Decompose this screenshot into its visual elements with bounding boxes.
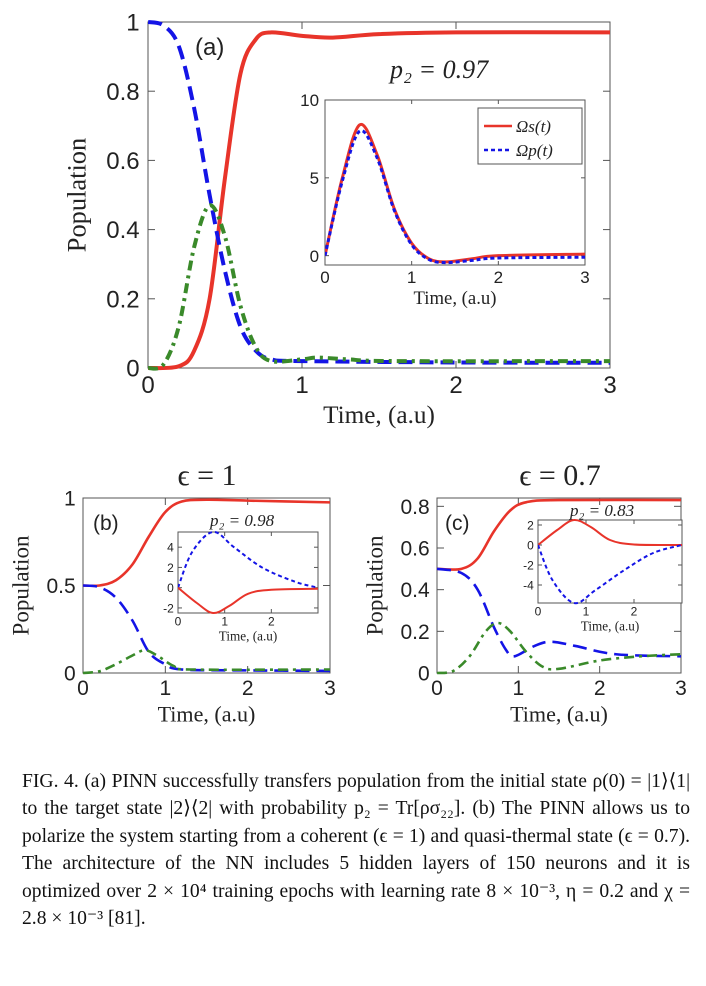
- x-tick-label: 2: [449, 372, 462, 399]
- inset-b-x-axis-label: Time, (a.u): [219, 629, 278, 644]
- x-tick-label: 0: [77, 677, 89, 700]
- x-tick-label: 1: [295, 372, 308, 399]
- inset-legend: Ωs(t) Ωp(t): [477, 107, 583, 165]
- inset-a-series-red-line: [325, 122, 585, 264]
- inset-b-series-red-line: [178, 586, 318, 615]
- y-tick-label: 1: [126, 10, 139, 37]
- y-tick-label: 0: [418, 663, 430, 686]
- y-tick-label: 0.6: [400, 538, 429, 561]
- y-tick-label: -4: [523, 578, 534, 592]
- y-tick-label: 5: [310, 169, 319, 188]
- panel-label: (a): [195, 34, 224, 61]
- x-tick-label: 2: [594, 677, 606, 700]
- y-tick-label: 0: [167, 581, 174, 595]
- x-tick-label: 0: [175, 615, 182, 629]
- panel-b-y-axis-label: Population: [7, 535, 33, 636]
- inset-c-axes-box: [537, 519, 683, 604]
- y-tick-label: -2: [523, 558, 534, 572]
- y-tick-label: 0.2: [106, 286, 139, 313]
- y-tick-label: 0.8: [400, 496, 429, 519]
- x-tick-label: 1: [221, 615, 228, 629]
- legend-entry: Ωs(t): [516, 117, 551, 136]
- p2-annotation: p₂ = 0.98: [209, 511, 275, 530]
- x-tick-label: 3: [580, 268, 589, 287]
- panel-a-series-blue-line: [148, 20, 610, 365]
- panel-label: (b): [93, 512, 119, 535]
- panel-c-series-green-line: [437, 621, 681, 675]
- x-tick-label: 0: [320, 268, 329, 287]
- y-tick-label: 0.4: [106, 217, 139, 244]
- panel-label: (c): [445, 512, 470, 535]
- y-tick-label: 0.5: [46, 575, 75, 598]
- x-tick-label: 1: [407, 268, 416, 287]
- panel-c-series-red-line: [437, 498, 681, 571]
- x-tick-label: 2: [631, 605, 638, 619]
- y-tick-label: 0: [126, 356, 139, 383]
- panel-b-series-green-line: [83, 648, 330, 675]
- inset-c-series-red-line: [538, 518, 682, 547]
- y-tick-label: 1: [64, 488, 76, 511]
- x-tick-label: 1: [583, 605, 590, 619]
- inset-b-series-blue-line: [178, 530, 318, 589]
- panel-a-y-axis-label: Population: [62, 138, 92, 252]
- y-tick-label: 0.8: [106, 79, 139, 106]
- panel-a-x-axis-label: Time, (a.u): [323, 402, 435, 429]
- x-tick-label: 0: [141, 372, 154, 399]
- x-tick-label: 0: [431, 677, 443, 700]
- inset-c-x-axis-label: Time, (a.u): [581, 619, 640, 634]
- inset-c-series-blue-line: [538, 544, 682, 605]
- x-tick-label: 2: [242, 677, 254, 700]
- y-tick-label: 10: [300, 91, 319, 110]
- panel-b-title: ϵ = 1: [177, 459, 236, 492]
- legend-entry: Ωp(t): [516, 141, 553, 160]
- y-tick-label: 0: [310, 247, 319, 266]
- panel-b-series-red-line: [83, 498, 330, 588]
- p2-annotation: p₂ = 0.97: [388, 55, 489, 84]
- x-tick-label: 3: [324, 677, 336, 700]
- panel-c-y-axis-label: Population: [361, 535, 387, 636]
- y-tick-label: -2: [163, 601, 174, 615]
- inset-b-axes-box: [177, 531, 319, 614]
- y-tick-label: 0.4: [400, 579, 430, 602]
- p2-annotation: p₂ = 0.83: [569, 501, 634, 520]
- panel-c: 0 1 2 3 0 0.2 0.4 0.6 0.8 Time, (a.u) Population ϵ …: [361, 459, 686, 726]
- y-tick-label: 0: [64, 663, 76, 686]
- panel-c-title: ϵ = 0.7: [519, 459, 601, 492]
- inset-a-x-axis-label: Time, (a.u): [414, 288, 497, 309]
- x-tick-label: 1: [159, 677, 171, 700]
- x-tick-label: 2: [494, 268, 503, 287]
- x-tick-label: 1: [512, 677, 524, 700]
- panel-a-series-red-line: [148, 30, 610, 371]
- y-tick-label: 2: [167, 561, 174, 575]
- panel-b-x-axis-label: Time, (a.u): [158, 701, 256, 726]
- panel-c-series-blue-line: [437, 567, 681, 658]
- x-tick-label: 2: [268, 615, 275, 629]
- panel-c-x-axis-label: Time, (a.u): [510, 701, 608, 726]
- x-tick-label: 3: [675, 677, 687, 700]
- x-tick-label: 3: [603, 372, 616, 399]
- x-tick-label: 0: [535, 605, 542, 619]
- y-tick-label: 4: [167, 541, 174, 555]
- y-tick-label: 0.6: [106, 148, 139, 175]
- y-tick-label: 0: [527, 538, 534, 552]
- y-tick-label: 2: [527, 518, 534, 532]
- figure-caption: FIG. 4. (a) PINN successfully transfers …: [22, 771, 690, 930]
- panel-a-series-green-line: [148, 203, 610, 371]
- y-tick-label: 0.2: [400, 621, 429, 644]
- panel-a-inset: 0 1 2 3 0 5 10 Time, (a.u) Ωs(t) Ωp(t): [300, 91, 590, 309]
- legend-box: [477, 107, 583, 165]
